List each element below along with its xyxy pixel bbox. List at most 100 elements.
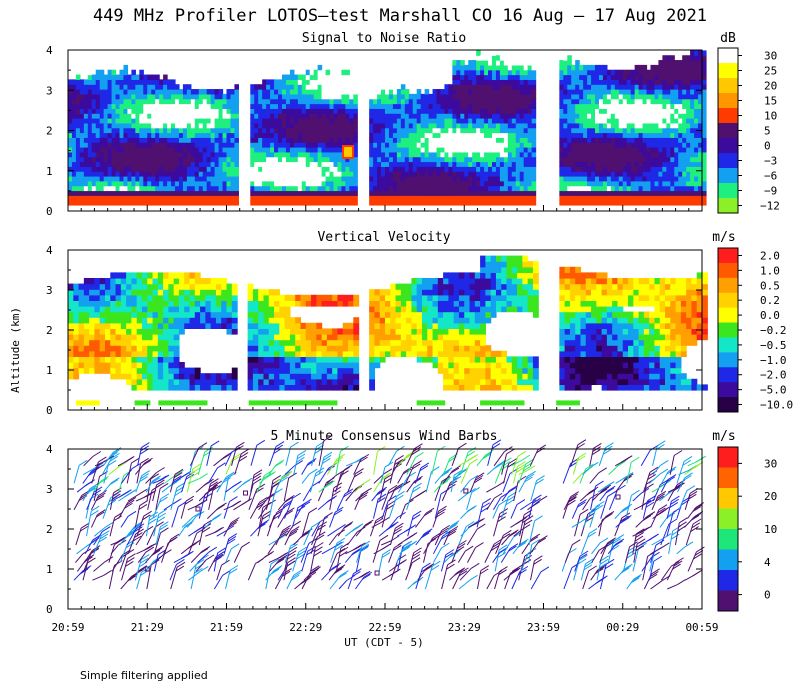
snr-cell: [127, 137, 132, 143]
snr-cell: [638, 190, 644, 196]
snr-cell: [666, 60, 671, 66]
snr-cell: [468, 200, 473, 206]
snr-cell: [559, 103, 564, 109]
snr-cell: [527, 113, 533, 119]
snr-cell: [531, 69, 537, 76]
snr-cell: [341, 190, 346, 196]
snr-cell: [460, 195, 465, 201]
snr-cell: [151, 180, 156, 187]
snr-cell: [198, 89, 204, 95]
snr-cell: [178, 156, 184, 163]
snr-cell: [250, 180, 255, 187]
snr-cell: [218, 93, 224, 100]
snr-cell: [218, 171, 224, 177]
snr-cell: [634, 161, 640, 167]
snr-cell: [171, 200, 176, 206]
snr-cell: [123, 156, 129, 163]
snr-cell: [698, 175, 703, 182]
snr-cell: [385, 108, 390, 114]
velocity-cell: [178, 317, 185, 324]
snr-cell: [686, 74, 691, 80]
velocity-cell: [284, 311, 291, 318]
velocity-cell: [115, 345, 122, 352]
snr-cell: [400, 122, 406, 129]
snr-cell: [404, 200, 410, 206]
snr-cell: [111, 79, 117, 85]
snr-cell: [654, 171, 660, 177]
snr-cell: [527, 118, 533, 124]
velocity-cell: [279, 294, 286, 301]
snr-cell: [583, 171, 588, 177]
snr-cell: [151, 151, 156, 158]
snr-cell: [523, 137, 529, 143]
snr-cell: [702, 89, 707, 95]
velocity-cell: [126, 300, 132, 307]
snr-cell: [694, 147, 699, 153]
snr-cell: [115, 185, 121, 192]
snr-cell: [404, 166, 410, 172]
snr-cell: [523, 74, 529, 80]
snr-cell: [670, 175, 675, 182]
snr-cell: [75, 147, 81, 153]
snr-cell: [452, 142, 457, 148]
snr-cell: [650, 74, 656, 80]
snr-cell: [658, 74, 663, 80]
snr-cell: [531, 74, 537, 80]
velocity-cell: [210, 306, 217, 313]
snr-cell: [650, 122, 656, 129]
snr-cell: [531, 60, 537, 66]
snr-cell: [218, 103, 224, 109]
snr-cell: [646, 74, 652, 80]
snr-cell: [408, 122, 414, 129]
snr-cell: [424, 161, 430, 167]
snr-cell: [309, 69, 315, 76]
velocity-cell: [289, 294, 296, 301]
snr-cell: [103, 113, 109, 119]
snr-cell: [83, 103, 89, 109]
snr-cell: [91, 147, 97, 153]
snr-cell: [698, 137, 703, 143]
snr-cell: [262, 171, 267, 177]
snr-cell: [325, 142, 331, 148]
snr-cell: [385, 171, 390, 177]
snr-cell: [527, 200, 533, 206]
snr-cell: [190, 180, 196, 187]
snr-cell: [480, 55, 485, 61]
snr-cell: [428, 185, 434, 192]
snr-cell: [313, 156, 319, 163]
snr-cell: [329, 151, 335, 158]
snr-cell: [174, 175, 180, 182]
snr-cell: [400, 132, 406, 138]
snr-cell: [373, 89, 378, 95]
snr-cell: [75, 79, 81, 85]
velocity-cell: [274, 339, 280, 346]
snr-cell: [523, 132, 529, 138]
snr-cell: [214, 200, 220, 206]
snr-cell: [480, 175, 485, 182]
snr-cell: [583, 118, 588, 124]
snr-cell: [111, 74, 117, 80]
snr-cell: [460, 64, 465, 71]
velocity-cell: [247, 373, 254, 380]
velocity-cell: [178, 294, 185, 301]
snr-cell: [614, 166, 620, 172]
snr-cell: [499, 142, 505, 148]
snr-cell: [369, 103, 374, 109]
snr-cell: [488, 132, 493, 138]
snr-cell: [194, 200, 200, 206]
snr-cell: [234, 180, 239, 187]
snr-cell: [337, 98, 343, 105]
snr-cell: [472, 166, 477, 172]
snr-cell: [634, 103, 640, 109]
velocity-cell: [300, 300, 307, 307]
snr-cell: [511, 147, 517, 153]
snr-cell: [559, 74, 564, 80]
snr-cell: [507, 113, 513, 119]
snr-cell: [210, 171, 216, 177]
snr-cell: [436, 171, 442, 177]
velocity-cell: [147, 339, 154, 346]
snr-cell: [222, 147, 228, 153]
velocity-cell: [147, 328, 154, 335]
snr-cell: [87, 118, 93, 124]
snr-cell: [575, 200, 580, 206]
